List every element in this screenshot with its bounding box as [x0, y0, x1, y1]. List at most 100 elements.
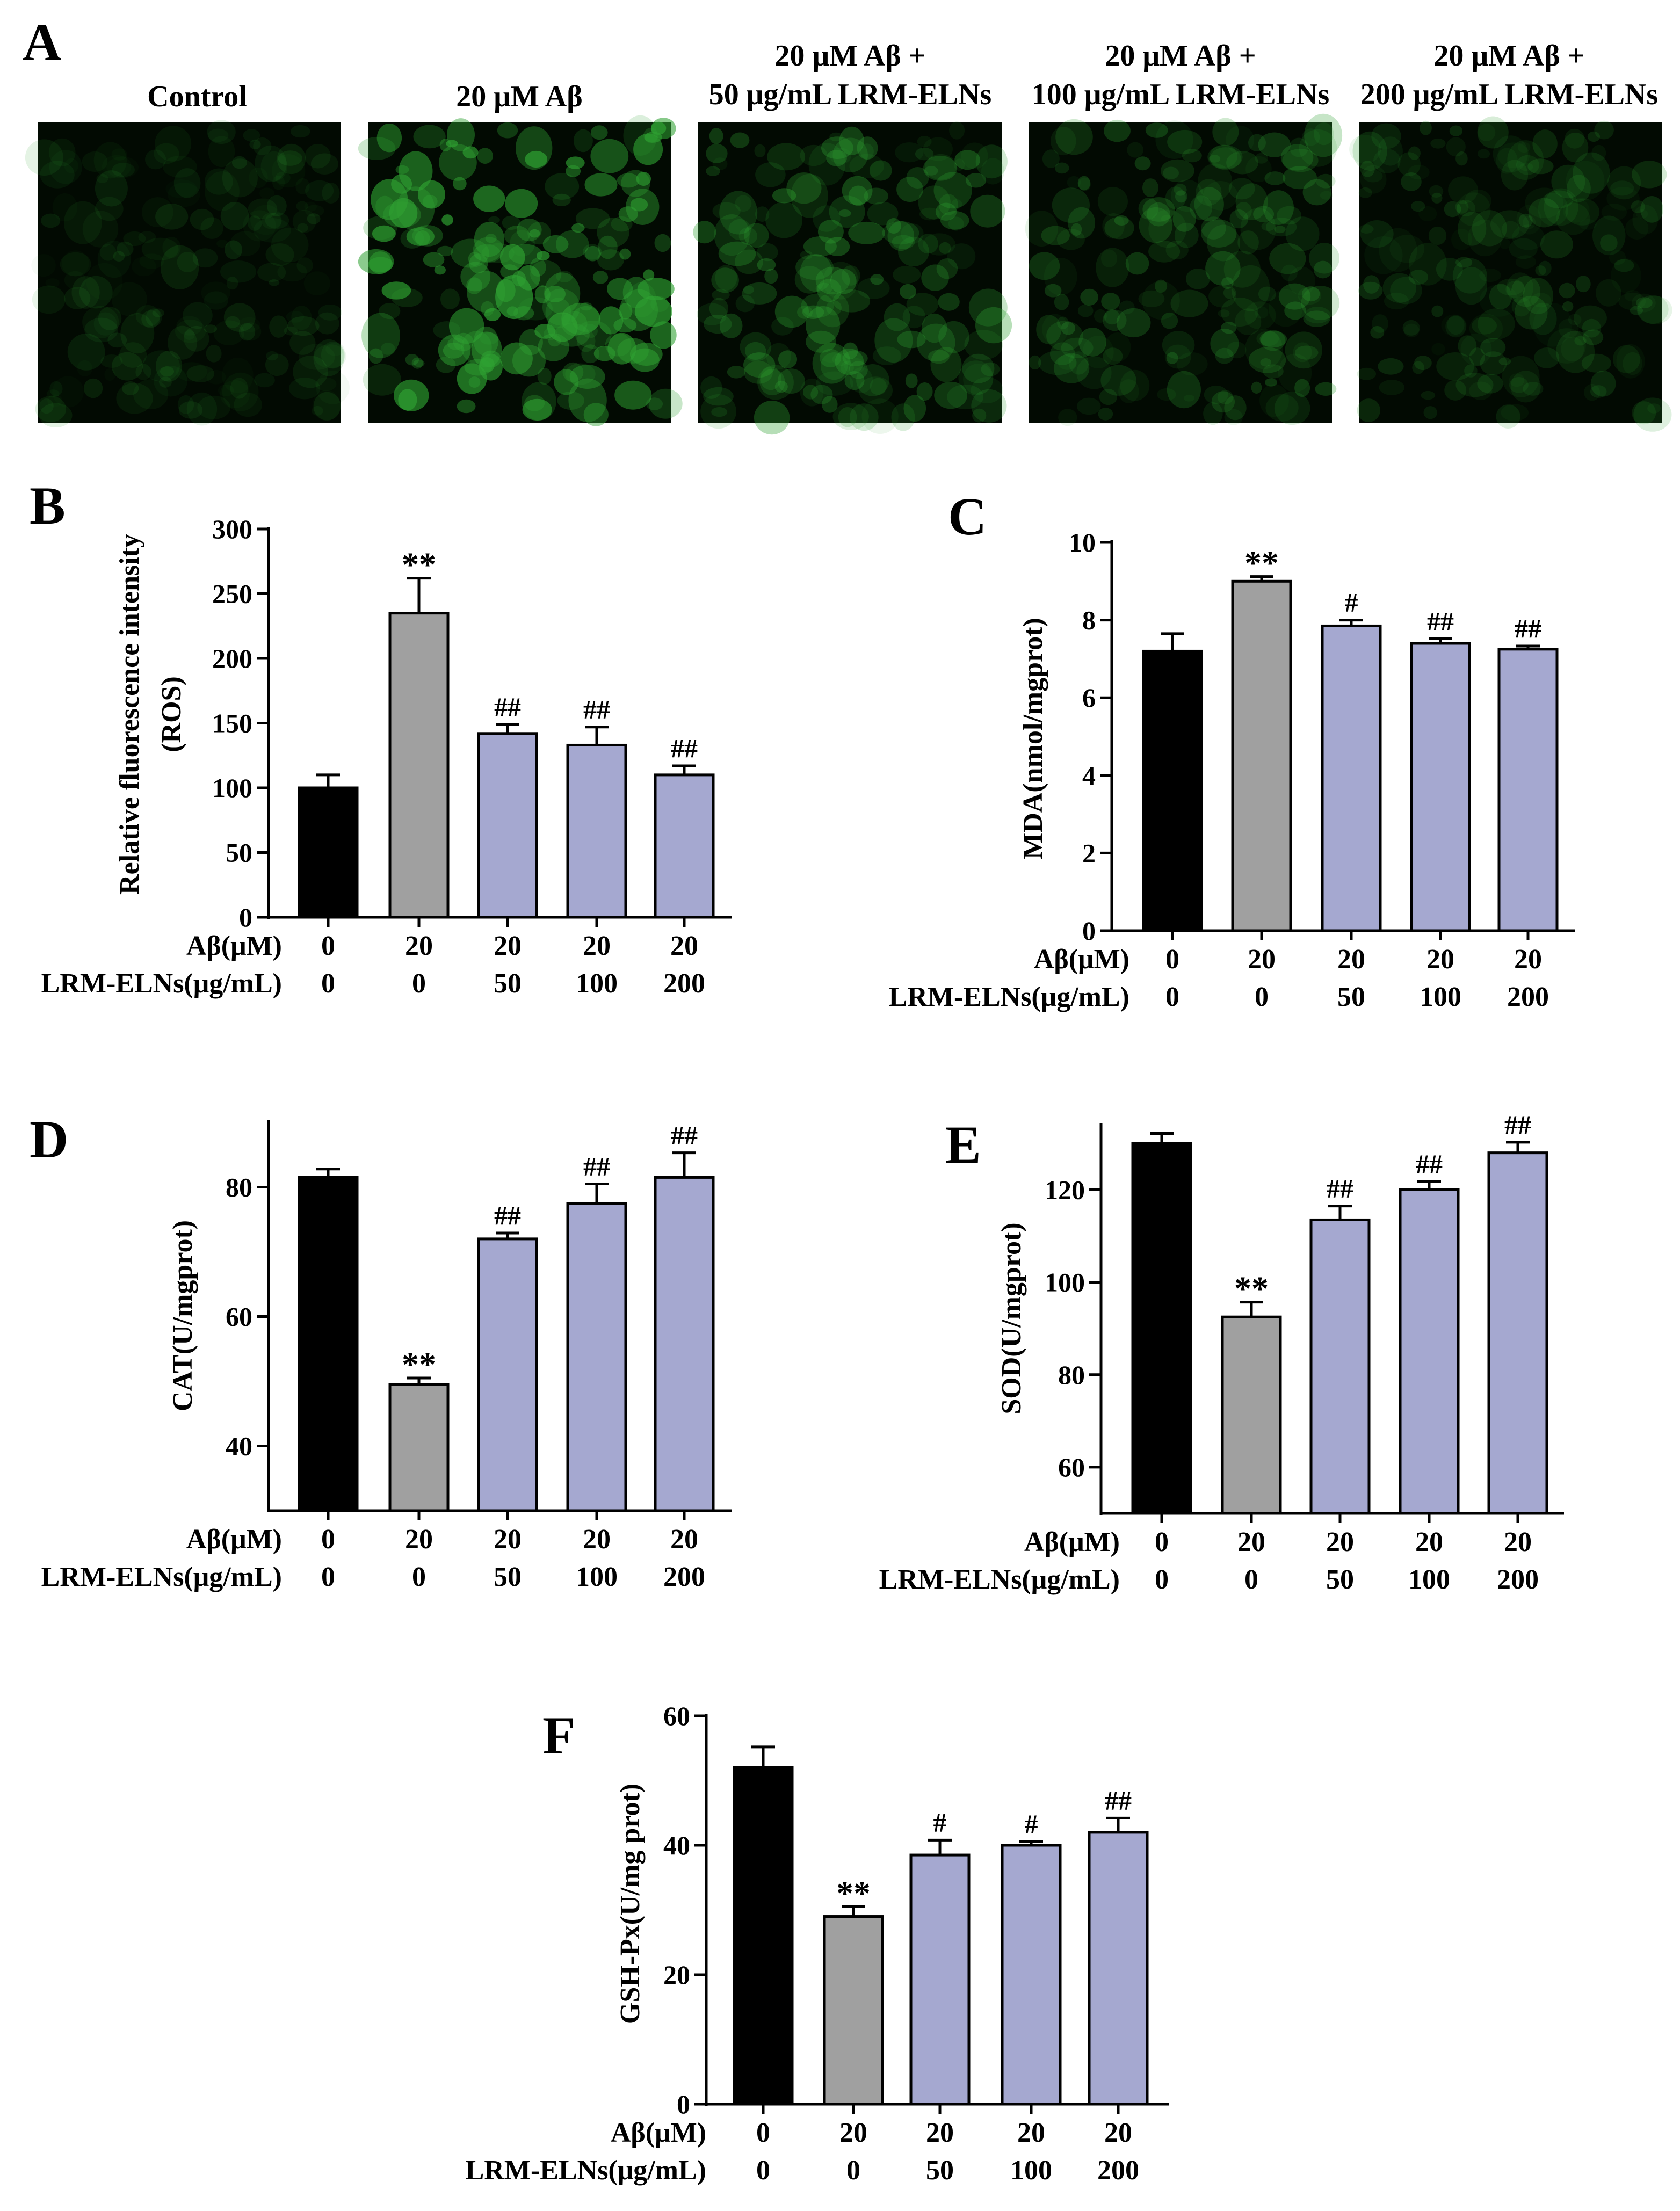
abeta-value-2: 20	[405, 1524, 433, 1555]
cell-signal	[220, 260, 257, 283]
cell-signal	[1384, 292, 1409, 310]
significance-label-3: #	[933, 1807, 947, 1837]
significance-label-2: **	[1234, 1270, 1269, 1308]
cell-signal	[418, 180, 445, 209]
cell-signal	[1127, 142, 1144, 158]
cell-signal	[183, 302, 213, 329]
elns-value-3: 50	[1326, 1564, 1354, 1595]
cell-signal	[1278, 353, 1312, 393]
cell-signal	[1551, 164, 1585, 199]
row-label-elns: LRM-ELNs(μg/mL)	[41, 1562, 282, 1592]
y-tick-label: 120	[1045, 1175, 1085, 1205]
cell-signal	[1104, 332, 1131, 362]
cell-signal	[534, 285, 551, 303]
significance-label-4: ##	[583, 1151, 610, 1181]
cell-signal	[887, 221, 915, 251]
cell-signal	[1429, 185, 1444, 198]
cell-signal	[1566, 175, 1591, 202]
cell-signal	[184, 325, 209, 352]
cell-signal	[505, 189, 538, 218]
cell-signal	[839, 126, 864, 155]
cell-signal	[591, 125, 608, 140]
cell-signal	[1229, 209, 1248, 229]
cell-signal	[112, 352, 143, 381]
cell-signal	[1280, 144, 1314, 171]
micrograph-background	[38, 122, 341, 423]
cell-signal	[917, 136, 932, 147]
cell-signal	[573, 129, 593, 153]
cell-signal	[305, 180, 334, 201]
cell-signal	[1455, 200, 1469, 214]
cell-signal	[1251, 381, 1262, 394]
cell-signal	[810, 385, 833, 404]
y-tick-label: 60	[226, 1302, 252, 1332]
cell-signal	[225, 316, 240, 328]
cell-signal	[1277, 206, 1302, 225]
cell-signal	[1631, 293, 1656, 313]
cell-signal	[422, 195, 438, 208]
y-tick-label: 150	[212, 708, 252, 738]
cell-signal	[1096, 248, 1129, 287]
cell-signal	[1057, 316, 1069, 330]
bar-4	[566, 1202, 627, 1512]
cell-signal	[156, 350, 183, 382]
cell-signal	[896, 177, 923, 202]
cell-signal	[1218, 309, 1230, 318]
cell-signal	[477, 148, 493, 164]
y-tick-label: 100	[212, 773, 252, 803]
cell-signal	[1139, 207, 1173, 243]
abeta-value-4: 20	[1426, 944, 1454, 975]
cell-signal	[1596, 279, 1621, 307]
cell-signal	[1498, 357, 1511, 366]
cell-signal	[1436, 352, 1474, 381]
micrograph-4: 20 μM Aβ + 100 μg/mL LRM-ELNs	[1025, 39, 1343, 426]
bar-4	[1399, 1188, 1460, 1515]
cell-signal	[1227, 341, 1247, 359]
cell-signal	[870, 274, 884, 285]
cell-signal	[1046, 321, 1083, 351]
abeta-value-4: 20	[583, 1524, 611, 1555]
cell-signal	[794, 266, 825, 294]
cell-signal	[1574, 336, 1587, 346]
row-label-abeta: Aβ(μM)	[1024, 1527, 1120, 1557]
cell-signal	[1094, 309, 1107, 323]
cell-signal	[146, 308, 162, 327]
cell-signal	[630, 198, 648, 212]
cell-signal	[1636, 295, 1669, 324]
cell-signal	[439, 139, 452, 152]
significance-label-2: **	[402, 546, 436, 584]
cell-signal	[1184, 395, 1195, 402]
cell-signal	[287, 316, 320, 336]
cell-signal	[636, 172, 651, 186]
elns-value-5: 200	[663, 1562, 705, 1592]
cell-signal	[1058, 409, 1077, 426]
cell-signal	[727, 366, 745, 379]
row-label-abeta: Aβ(μM)	[1034, 944, 1129, 975]
cell-signal	[1527, 158, 1554, 175]
cell-signal	[278, 150, 302, 166]
cell-signal	[621, 170, 650, 197]
cell-signal	[231, 156, 247, 169]
cell-signal	[289, 331, 316, 355]
cell-signal	[1155, 120, 1193, 159]
cell-signal	[1509, 238, 1538, 259]
cell-signal	[856, 364, 889, 396]
y-tick-label: 250	[212, 579, 252, 609]
cell-signal	[1221, 277, 1234, 289]
cell-signal	[1523, 382, 1544, 396]
cell-signal	[1282, 149, 1319, 172]
cell-signal	[104, 368, 115, 381]
cell-signal	[64, 271, 86, 289]
cell-signal	[391, 288, 423, 307]
significance-label-5: ##	[671, 733, 698, 763]
cell-signal	[1618, 292, 1646, 310]
cell-signal	[1078, 177, 1091, 191]
cell-signal	[1515, 295, 1548, 330]
cell-signal	[821, 352, 848, 380]
cell-signal	[1189, 195, 1213, 220]
cell-signal	[160, 366, 174, 377]
cell-signal	[173, 168, 201, 198]
cell-signal	[298, 344, 335, 370]
y-axis-label: CAT(U/mgprot)	[168, 1220, 198, 1411]
cell-signal	[1226, 125, 1255, 154]
